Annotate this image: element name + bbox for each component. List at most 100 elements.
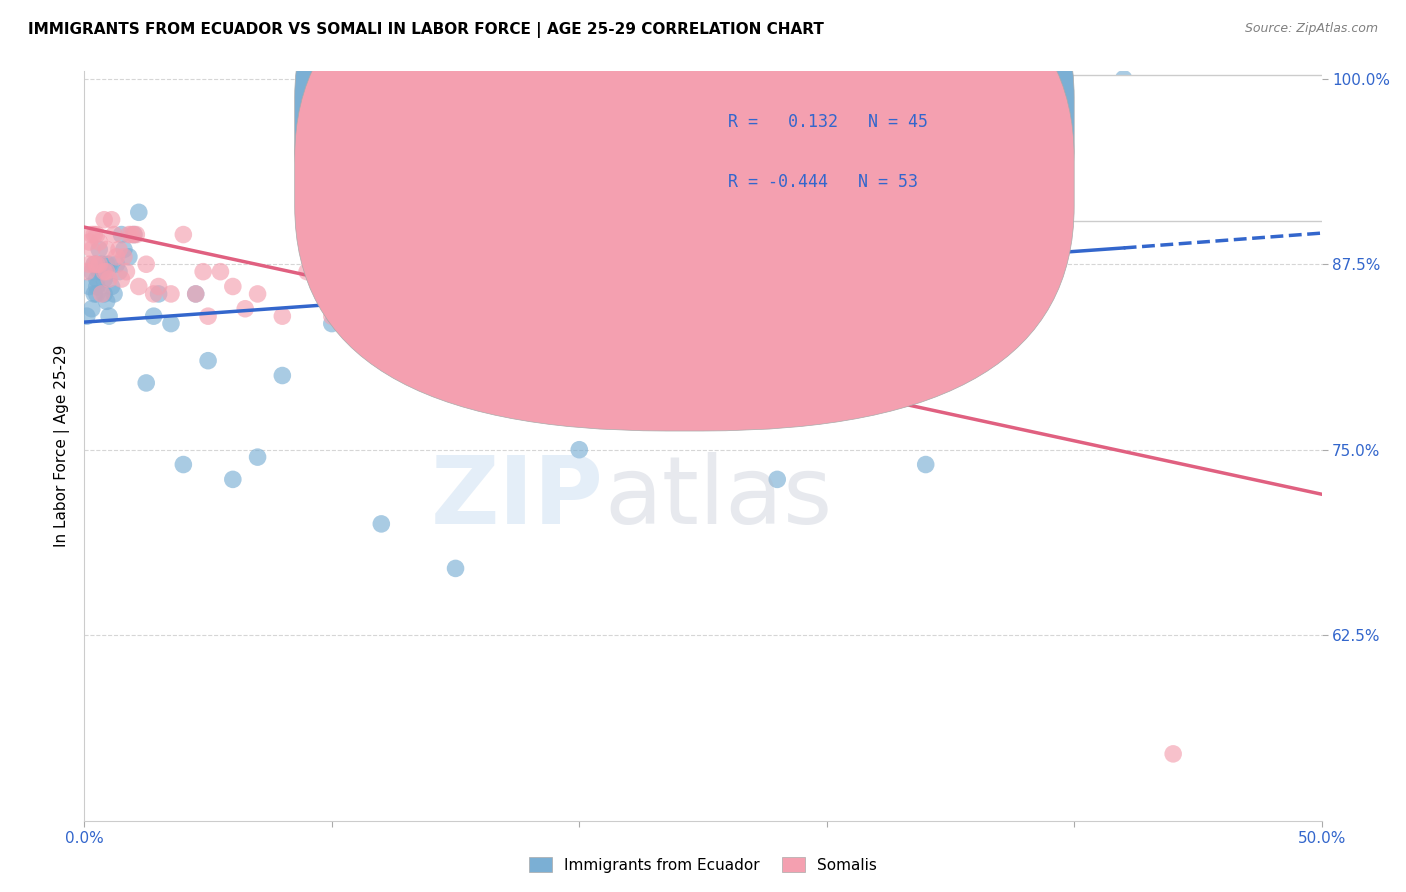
Point: [103, 227, 125, 242]
Point: [86, 257, 108, 271]
Point: [83, 257, 105, 271]
Point: [115, 265, 138, 279]
Point: [122, 227, 145, 242]
Point: [295, 265, 318, 279]
Point: [100, 212, 122, 227]
Point: [914, 458, 936, 472]
Point: [197, 309, 219, 323]
Point: [184, 287, 207, 301]
Point: [135, 376, 157, 390]
Point: [93, 265, 115, 279]
Y-axis label: In Labor Force | Age 25-29: In Labor Force | Age 25-29: [55, 345, 70, 547]
Point: [135, 257, 157, 271]
Point: [246, 450, 269, 464]
Point: [122, 227, 145, 242]
Point: [79, 257, 101, 271]
Point: [108, 243, 131, 257]
Point: [142, 309, 165, 323]
Point: [172, 458, 194, 472]
Point: [86, 227, 108, 242]
Point: [568, 257, 591, 271]
Point: [80, 301, 103, 316]
Point: [815, 265, 838, 279]
Point: [470, 324, 492, 338]
Text: Source: ZipAtlas.com: Source: ZipAtlas.com: [1244, 22, 1378, 36]
Point: [112, 243, 135, 257]
Point: [80, 243, 103, 257]
Point: [148, 287, 170, 301]
Point: [128, 279, 150, 293]
FancyBboxPatch shape: [295, 0, 1074, 431]
Point: [444, 561, 467, 575]
Point: [766, 472, 789, 486]
Point: [96, 294, 118, 309]
Point: [86, 287, 108, 301]
Point: [110, 272, 132, 286]
Point: [118, 250, 141, 264]
Point: [519, 265, 541, 279]
Point: [90, 257, 112, 271]
Point: [89, 257, 111, 271]
Point: [370, 265, 392, 279]
Point: [142, 287, 165, 301]
Point: [89, 235, 111, 249]
Point: [105, 257, 128, 271]
Point: [112, 250, 135, 264]
Legend: Immigrants from Ecuador, Somalis: Immigrants from Ecuador, Somalis: [522, 849, 884, 880]
Point: [89, 243, 111, 257]
Point: [98, 309, 121, 323]
Point: [103, 287, 125, 301]
Point: [321, 317, 343, 331]
Point: [108, 265, 131, 279]
Point: [233, 301, 256, 316]
Point: [128, 205, 150, 219]
Text: IMMIGRANTS FROM ECUADOR VS SOMALI IN LABOR FORCE | AGE 25-29 CORRELATION CHART: IMMIGRANTS FROM ECUADOR VS SOMALI IN LAB…: [28, 22, 824, 38]
Point: [86, 272, 108, 286]
Point: [125, 227, 148, 242]
Text: R = -0.444   N = 53: R = -0.444 N = 53: [728, 172, 918, 191]
Point: [568, 442, 591, 457]
Text: ZIP: ZIP: [432, 452, 605, 544]
Point: [692, 406, 714, 420]
FancyBboxPatch shape: [636, 75, 1334, 221]
Point: [105, 250, 128, 264]
Point: [148, 279, 170, 293]
Point: [209, 265, 232, 279]
Point: [93, 287, 115, 301]
Point: [98, 257, 121, 271]
Point: [160, 287, 183, 301]
Point: [93, 272, 115, 286]
Point: [76, 265, 98, 279]
Point: [160, 317, 183, 331]
Text: atlas: atlas: [605, 452, 832, 544]
Point: [222, 279, 245, 293]
Point: [100, 279, 122, 293]
Point: [83, 287, 105, 301]
Point: [98, 272, 121, 286]
FancyBboxPatch shape: [295, 0, 1074, 371]
Point: [222, 472, 245, 486]
Point: [191, 265, 214, 279]
Point: [80, 227, 103, 242]
Point: [90, 287, 112, 301]
Point: [197, 353, 219, 368]
Point: [321, 309, 343, 323]
Text: R =   0.132   N = 45: R = 0.132 N = 45: [728, 112, 928, 130]
Point: [89, 265, 111, 279]
Point: [271, 368, 294, 383]
Point: [96, 257, 118, 271]
Point: [83, 227, 105, 242]
Point: [79, 279, 101, 293]
Point: [93, 212, 115, 227]
Point: [90, 265, 112, 279]
Point: [271, 309, 294, 323]
Point: [246, 287, 269, 301]
Point: [118, 227, 141, 242]
Point: [120, 227, 142, 242]
Point: [939, 287, 962, 301]
Point: [96, 243, 118, 257]
Point: [370, 516, 392, 531]
Point: [96, 265, 118, 279]
Point: [80, 265, 103, 279]
Point: [1112, 71, 1135, 86]
